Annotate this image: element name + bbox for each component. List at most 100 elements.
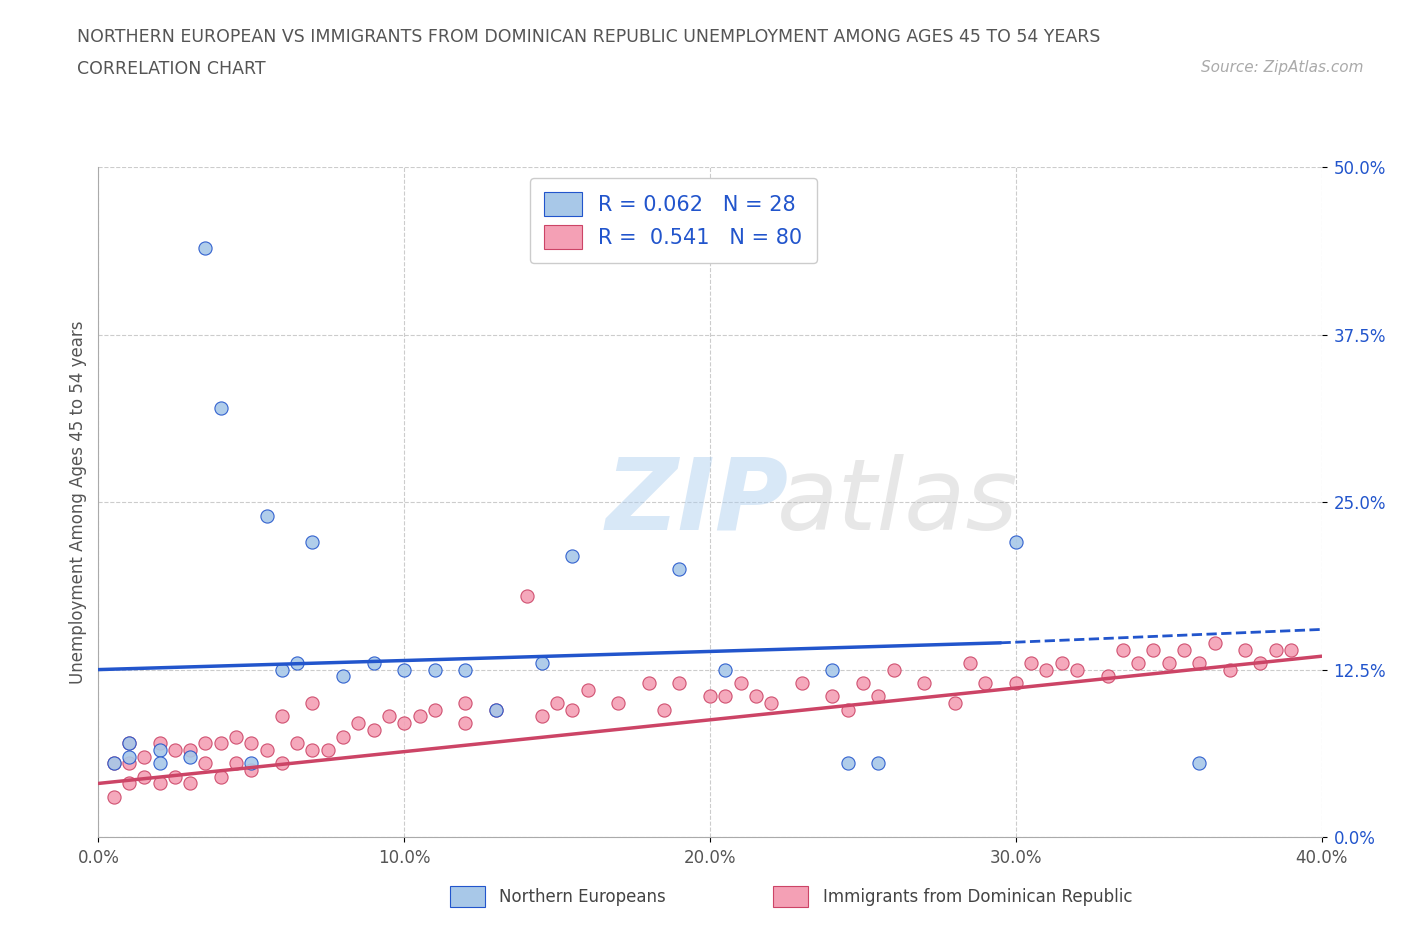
Point (103, 756, 125, 771)
Point (530, 656, 553, 671)
Point (485, 702, 508, 717)
Point (790, 675, 813, 690)
Point (714, 662, 737, 677)
Point (179, 742, 201, 757)
Point (1249, 656, 1271, 671)
Text: Immigrants from Dominican Republic: Immigrants from Dominican Republic (823, 887, 1132, 906)
Point (1097, 669, 1119, 684)
Point (392, 716, 416, 731)
Point (179, 776, 201, 790)
Point (1019, 656, 1042, 671)
Point (103, 756, 125, 771)
Point (1279, 642, 1302, 657)
Point (423, 662, 446, 677)
Point (1219, 662, 1241, 677)
Point (1004, 535, 1026, 550)
Point (1066, 662, 1088, 677)
Point (301, 696, 323, 711)
Point (530, 709, 553, 724)
Point (256, 508, 278, 523)
Point (974, 675, 997, 690)
Point (868, 689, 890, 704)
Point (576, 683, 599, 698)
Point (852, 675, 875, 690)
Point (668, 562, 690, 577)
Point (270, 662, 292, 677)
Point (1188, 656, 1211, 671)
Point (1128, 656, 1150, 671)
Point (546, 696, 568, 711)
Legend: R = 0.062   N = 28, R =  0.541   N = 80: R = 0.062 N = 28, R = 0.541 N = 80 (530, 178, 817, 263)
Point (837, 756, 859, 771)
Point (1142, 642, 1164, 657)
Point (118, 736, 141, 751)
Point (256, 742, 278, 757)
Point (301, 742, 323, 757)
Point (363, 656, 385, 671)
Point (363, 723, 385, 737)
Point (516, 589, 538, 604)
Point (959, 656, 981, 671)
Point (285, 736, 308, 751)
Point (1112, 642, 1135, 657)
Point (270, 709, 292, 724)
Point (240, 763, 263, 777)
Point (270, 756, 292, 771)
Point (868, 756, 890, 771)
Point (837, 702, 859, 717)
Point (194, 240, 217, 255)
Point (730, 675, 752, 690)
Point (209, 736, 232, 751)
Point (759, 696, 782, 711)
Point (240, 756, 263, 771)
Point (134, 769, 156, 784)
Point (332, 669, 354, 684)
Point (561, 549, 583, 564)
Point (745, 689, 768, 704)
Text: Northern Europeans: Northern Europeans (499, 887, 666, 906)
Point (378, 709, 401, 724)
Point (423, 702, 446, 717)
Point (1173, 642, 1195, 657)
Point (209, 401, 232, 416)
Point (118, 736, 141, 751)
Point (149, 736, 172, 751)
Point (118, 750, 141, 764)
Point (332, 729, 354, 744)
Point (149, 756, 172, 771)
Text: ZIP: ZIP (606, 454, 789, 551)
Text: CORRELATION CHART: CORRELATION CHART (77, 60, 266, 78)
Point (943, 696, 966, 711)
Point (240, 736, 263, 751)
Text: Source: ZipAtlas.com: Source: ZipAtlas.com (1201, 60, 1364, 75)
Point (714, 689, 737, 704)
Y-axis label: Unemployment Among Ages 45 to 54 years: Unemployment Among Ages 45 to 54 years (69, 321, 87, 684)
Point (225, 756, 247, 771)
Point (285, 656, 308, 671)
Point (408, 709, 430, 724)
Point (821, 662, 844, 677)
Point (209, 769, 232, 784)
Point (316, 742, 339, 757)
Point (118, 756, 141, 771)
Point (194, 756, 217, 771)
Point (392, 662, 416, 677)
Point (883, 662, 905, 677)
Point (1050, 656, 1073, 671)
Point (1204, 635, 1226, 650)
Point (652, 702, 675, 717)
Point (103, 790, 125, 804)
Point (561, 702, 583, 717)
Point (118, 776, 141, 790)
Point (485, 702, 508, 717)
Point (194, 736, 217, 751)
Point (163, 769, 186, 784)
Point (454, 662, 477, 677)
Point (607, 696, 630, 711)
Point (1264, 642, 1286, 657)
Point (454, 716, 477, 731)
Text: atlas: atlas (778, 454, 1019, 551)
Point (668, 675, 690, 690)
Point (637, 675, 661, 690)
Point (454, 696, 477, 711)
